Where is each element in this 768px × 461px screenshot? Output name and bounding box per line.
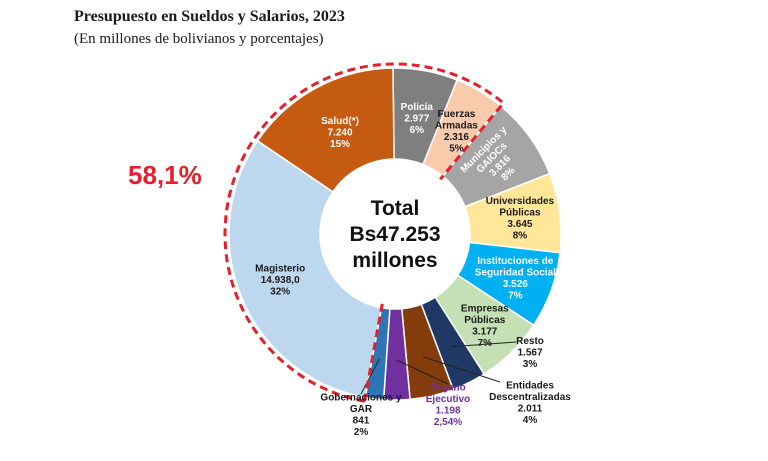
label-gobernaciones-y-gar: Gobernaciones y GAR 841 2% — [320, 392, 402, 438]
label-empresas-p-blicas: Empresas Públicas 3.177 7% — [461, 303, 509, 349]
label-line: 3% — [523, 359, 538, 370]
label-line: 2% — [354, 427, 369, 438]
label--rgano-ejecutivo: Órgano Ejecutivo 1.198 2,54% — [426, 380, 470, 428]
center-total: Total Bs47.253 millones — [349, 197, 440, 272]
center-line-3: millones — [352, 249, 437, 272]
label-line: 6% — [410, 125, 425, 136]
label-line: 2,54% — [434, 417, 462, 428]
label-line: Salud(*) — [321, 116, 359, 127]
label-line: Resto — [516, 336, 544, 347]
highlight-dashed-outline — [223, 62, 506, 403]
chart-title: Presupuesto en Sueldos y Salarios, 2023 — [74, 8, 345, 25]
label-line: 2.977 — [404, 114, 429, 125]
label-connectors — [360, 341, 517, 395]
connector-line — [396, 359, 449, 385]
label-line: 2.316 — [444, 132, 469, 143]
label-magisterio: Magisterio 14.938,0 32% — [255, 264, 305, 298]
slice-salud- — [256, 67, 395, 193]
label-line: Órgano — [430, 380, 466, 393]
label-line: Gobernaciones y — [320, 392, 402, 403]
label-line: 2.011 — [518, 403, 543, 414]
slice-magisterio — [228, 139, 383, 399]
label-line: Universidades — [486, 196, 555, 207]
label-line: 1.567 — [517, 348, 542, 359]
label-line: 14.938,0 — [261, 275, 300, 286]
label-line: 4% — [523, 415, 538, 426]
label-line: 3.177 — [472, 326, 497, 337]
label-line: GAR — [350, 404, 373, 415]
label-line: Policía — [401, 102, 434, 113]
label-line: Empresas — [461, 303, 509, 314]
connector-line — [360, 358, 380, 395]
label-line: Magisterio — [255, 264, 305, 275]
highlight-percentage: 58,1% — [128, 160, 202, 190]
label-line: Armadas — [435, 121, 478, 132]
center-line-2: Bs47.253 — [349, 223, 440, 246]
label-line: 7.240 — [328, 127, 353, 138]
label-resto: Resto 1.567 3% — [516, 336, 544, 370]
center-line-1: Total — [371, 197, 420, 220]
donut-slices — [228, 67, 562, 401]
label-line: 5% — [449, 144, 464, 155]
label-entidades-descentralizadas: Entidades Descentralizadas 2.011 4% — [489, 380, 571, 426]
label-line: 32% — [270, 287, 290, 298]
label-instituciones-de-seguridad-social: Instituciones de Seguridad Social 3.526 7% — [475, 256, 556, 302]
label-line: 1.198 — [435, 405, 460, 416]
label-salud-: Salud(*) 7.240 15% — [321, 116, 359, 150]
label-line: 3.526 — [503, 279, 528, 290]
connector-line — [451, 341, 517, 348]
slice-labels: Policía 2.977 6%Fuerzas Armadas 2.316 5%Munic… — [255, 102, 571, 438]
label-line: 7% — [508, 290, 523, 301]
label-line: Seguridad Social — [475, 267, 556, 278]
label-line: Fuerzas — [438, 109, 476, 120]
label-line: 7% — [478, 338, 493, 349]
label-line: Descentralizadas — [489, 392, 571, 403]
label-line: 3.645 — [507, 219, 532, 230]
chart-subtitle: (En millones de bolivianos y porcentajes… — [74, 31, 324, 47]
label-line: 8% — [513, 230, 528, 241]
label-line: Instituciones de — [477, 256, 554, 267]
label-line: Ejecutivo — [426, 394, 470, 405]
label-line: 841 — [353, 415, 370, 426]
connector-line — [422, 356, 501, 383]
label-line: Públicas — [464, 315, 506, 326]
label-line: Entidades — [506, 380, 554, 391]
label-polic-a: Policía 2.977 6% — [401, 102, 434, 136]
label-universidades-p-blicas: Universidades Públicas 3.645 8% — [486, 196, 555, 242]
label-line: Públicas — [499, 207, 541, 218]
label-fuerzas-armadas: Fuerzas Armadas 2.316 5% — [435, 109, 478, 154]
label-line: 15% — [330, 139, 350, 150]
